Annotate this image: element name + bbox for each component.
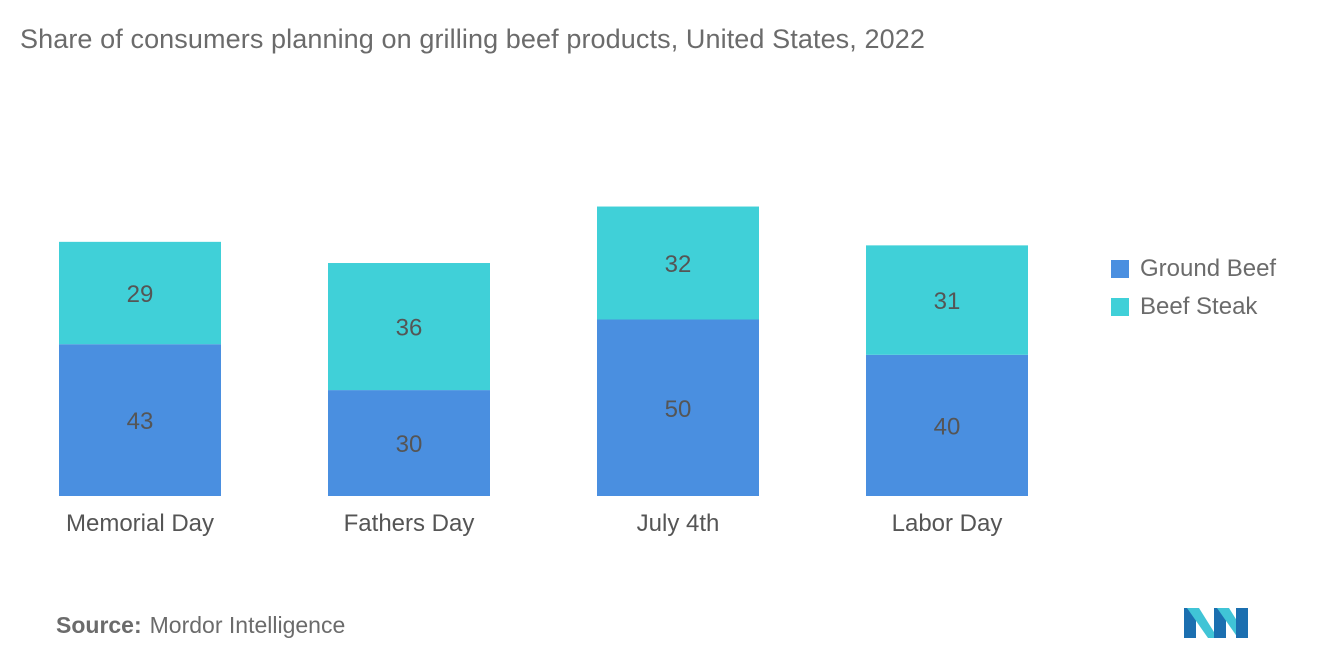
data-label-ground-beef-july-4th: 50 xyxy=(665,396,692,423)
bar-ground-beef-july-4th xyxy=(597,319,759,496)
bar-beef-steak-labor-day xyxy=(866,245,1028,355)
bar-beef-steak-fathers-day xyxy=(328,263,490,391)
legend: Ground Beef Beef Steak xyxy=(1111,250,1276,326)
x-tick-label-labor-day: Labor Day xyxy=(892,510,1003,537)
bar-ground-beef-fathers-day xyxy=(328,390,490,496)
bar-beef-steak-july-4th xyxy=(597,206,759,320)
data-label-ground-beef-labor-day: 40 xyxy=(934,413,961,440)
source-label: Source: xyxy=(56,612,142,638)
data-label-beef-steak-memorial-day: 29 xyxy=(127,281,154,308)
logo-left-diagonal xyxy=(1187,608,1214,638)
x-tick-label-memorial-day: Memorial Day xyxy=(66,510,214,537)
legend-swatch-ground-beef xyxy=(1111,260,1129,278)
bar-beef-steak-memorial-day xyxy=(59,241,221,345)
logo-right-stroke xyxy=(1236,608,1248,638)
data-label-ground-beef-fathers-day: 30 xyxy=(396,431,423,458)
x-tick-label-july-4th: July 4th xyxy=(637,510,720,537)
chart-title: Share of consumers planning on grilling … xyxy=(20,24,925,54)
bar-ground-beef-memorial-day xyxy=(59,344,221,496)
legend-swatch-beef-steak xyxy=(1111,298,1129,316)
source-text: Mordor Intelligence xyxy=(149,612,346,638)
data-label-beef-steak-fathers-day: 36 xyxy=(396,315,423,342)
data-label-beef-steak-july-4th: 32 xyxy=(665,251,692,278)
legend-item-beef-steak: Beef Steak xyxy=(1111,288,1276,326)
legend-label-beef-steak: Beef Steak xyxy=(1140,293,1258,320)
source-note: Source: Mordor Intelligence xyxy=(56,612,345,639)
legend-label-ground-beef: Ground Beef xyxy=(1140,255,1277,282)
legend-item-ground-beef: Ground Beef xyxy=(1111,250,1276,288)
mordor-intelligence-logo-icon xyxy=(1184,608,1248,638)
x-tick-label-fathers-day: Fathers Day xyxy=(344,510,475,537)
data-label-ground-beef-memorial-day: 43 xyxy=(127,408,154,435)
data-label-beef-steak-labor-day: 31 xyxy=(934,288,961,315)
bar-ground-beef-labor-day xyxy=(866,354,1028,496)
